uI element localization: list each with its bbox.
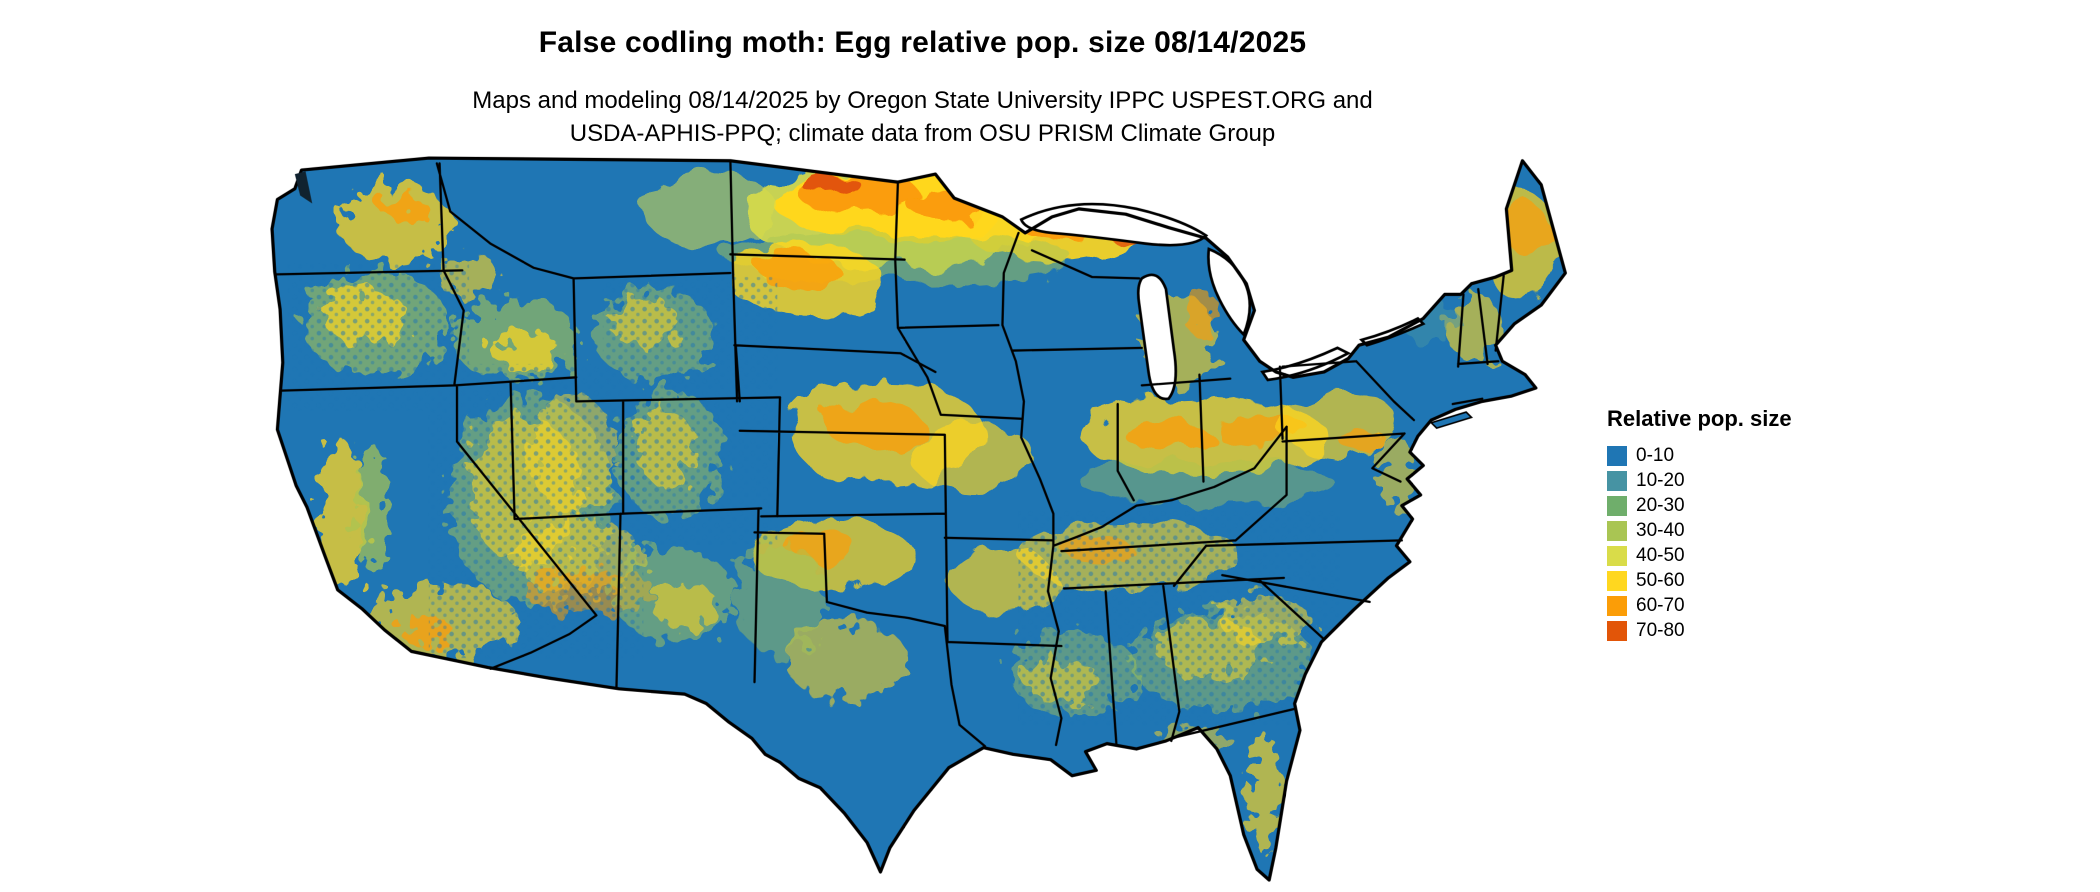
legend-item: 60-70: [1607, 593, 1792, 618]
attribution-line-1: Maps and modeling 08/14/2025 by Oregon S…: [472, 87, 1373, 114]
legend-swatch: [1607, 445, 1627, 466]
map-attribution: Maps and modeling 08/14/2025 by Oregon S…: [0, 84, 1845, 150]
attribution-line-2: USDA-APHIS-PPQ; climate data from OSU PR…: [569, 120, 1276, 147]
legend-item: 50-60: [1607, 568, 1792, 593]
legend-swatch: [1607, 545, 1627, 566]
lake-michigan: [1136, 273, 1178, 401]
legend-label: 40-50: [1636, 544, 1685, 566]
legend-title: Relative pop. size: [1607, 406, 1792, 431]
legend-item: 10-20: [1607, 468, 1792, 493]
legend-label: 0-10: [1636, 444, 1675, 466]
legend-swatch: [1607, 495, 1627, 516]
legend-swatch: [1607, 470, 1627, 491]
legend-label: 30-40: [1636, 519, 1685, 541]
map-header: False codling moth: Egg relative pop. si…: [0, 26, 1845, 150]
legend-swatch: [1607, 620, 1627, 641]
legend-item: 70-80: [1607, 618, 1792, 643]
raster-speckle-texture: [288, 263, 1341, 725]
long-island: [1429, 411, 1474, 429]
legend-item: 0-10: [1607, 443, 1792, 468]
lake-superior: [1019, 202, 1209, 247]
legend-swatch: [1607, 570, 1627, 591]
legend: Relative pop. size 0-10 10-20 20-30 30-40 40…: [1607, 406, 1792, 643]
legend-items: 0-10 10-20 20-30 30-40 40-50 50-60 60-70 70-80: [1607, 443, 1792, 643]
puget-sound: [294, 171, 313, 204]
great-lakes: [1019, 202, 1426, 401]
us-map-svg: [270, 156, 1567, 882]
legend-item: 30-40: [1607, 518, 1792, 543]
legend-item: 40-50: [1607, 543, 1792, 568]
legend-label: 70-80: [1636, 619, 1685, 641]
raster-layer: [272, 158, 1566, 880]
legend-label: 60-70: [1636, 594, 1685, 616]
state-borders: [274, 159, 1505, 748]
legend-item: 20-30: [1607, 493, 1792, 518]
legend-swatch: [1607, 520, 1627, 541]
us-map-image: [268, 150, 1568, 892]
legend-label: 10-20: [1636, 469, 1685, 491]
map-title: False codling moth: Egg relative pop. si…: [538, 26, 1307, 59]
legend-swatch: [1607, 595, 1627, 616]
legend-label: 20-30: [1636, 494, 1685, 516]
legend-label: 50-60: [1636, 569, 1685, 591]
